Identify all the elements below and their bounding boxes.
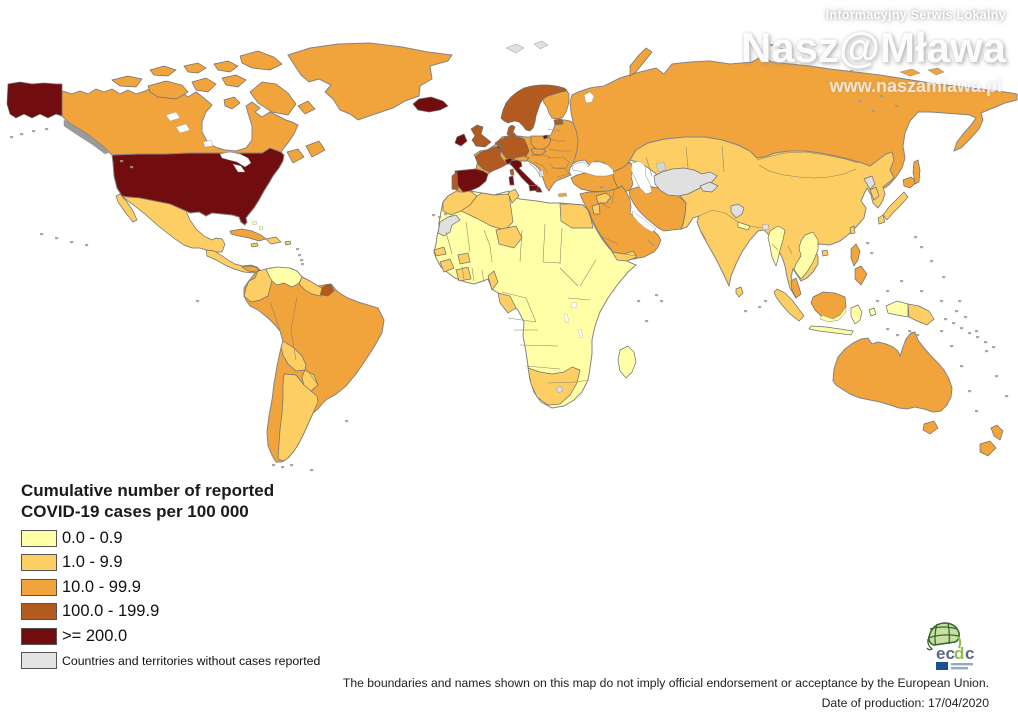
svg-text:c: c [965, 644, 974, 663]
svg-text:d: d [954, 644, 964, 663]
svg-text:ec: ec [936, 644, 955, 663]
